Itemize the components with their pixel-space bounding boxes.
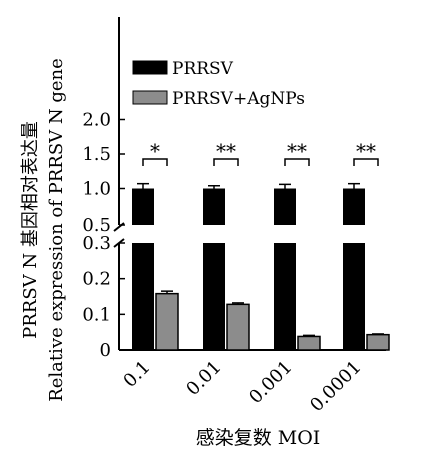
- y-tick-label: 1.5: [82, 144, 111, 165]
- significance-label: *: [150, 139, 160, 163]
- bar-prrsv: [203, 243, 225, 350]
- y-tick-label: 0.1: [82, 304, 111, 325]
- y-tick-label: 0.3: [82, 233, 111, 254]
- axis-titles: 感染复数 MOI Relative expression of PRRSV N g…: [20, 58, 320, 449]
- legend-swatch: [132, 90, 168, 105]
- bar-prrsv-agnps: [155, 292, 179, 351]
- bars: [132, 188, 390, 351]
- x-tick-label: 0.001: [245, 357, 296, 408]
- legend: PRRSV PRRSV+AgNPs: [132, 59, 305, 109]
- y-tick-label: 0.2: [82, 269, 111, 290]
- x-tick-label: 0.0001: [306, 357, 365, 416]
- legend-swatch: [132, 60, 168, 75]
- tick-labels: 0 0.1 0.2 0.30.5 1.0 1.5 2.0 0.1 0.01 0.001 0.0001: [82, 110, 365, 417]
- y-axis-title-en: Relative expression of PRRSV N gene: [46, 58, 67, 402]
- bar-prrsv: [343, 188, 365, 225]
- significance-bracket: [142, 158, 168, 166]
- x-tick-label: 0.1: [119, 357, 154, 392]
- bar-prrsv: [132, 188, 154, 225]
- bar-prrsv: [274, 243, 296, 350]
- bar-prrsv-agnps: [226, 303, 250, 351]
- significance-bracket: [213, 158, 239, 166]
- y-tick-label: 0: [100, 340, 111, 361]
- x-tick-label: 0.01: [182, 357, 225, 400]
- legend-label: PRRSV+AgNPs: [172, 89, 305, 109]
- significance-bracket: [284, 158, 310, 166]
- legend-label: PRRSV: [172, 59, 234, 79]
- significance-bracket: [353, 158, 379, 166]
- error-bars: [137, 182, 384, 337]
- significance-label: **: [356, 139, 376, 163]
- bar-prrsv-agnps: [366, 333, 390, 351]
- y-tick-label: 0.5: [82, 215, 111, 236]
- significance-label: **: [287, 139, 307, 163]
- bar-prrsv: [274, 188, 296, 225]
- significance-markers: * ** ** **: [142, 139, 379, 166]
- x-axis-title: 感染复数 MOI: [196, 427, 321, 449]
- bar-prrsv: [132, 243, 154, 350]
- y-tick-label: 1.0: [82, 179, 111, 200]
- y-axis-title-zh: PRRSV N 基因相对表达量: [20, 121, 41, 339]
- y-tick-label: 2.0: [82, 110, 111, 131]
- bar-prrsv: [203, 188, 225, 225]
- bar-prrsv: [343, 243, 365, 350]
- significance-label: **: [216, 139, 236, 163]
- bar-prrsv-agnps: [297, 335, 321, 351]
